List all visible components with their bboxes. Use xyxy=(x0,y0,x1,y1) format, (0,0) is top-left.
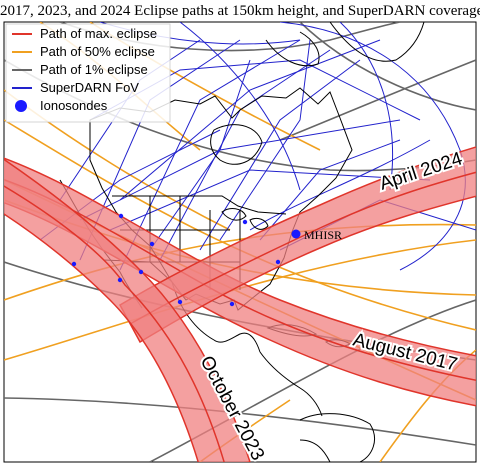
band-april-2024 xyxy=(118,146,476,344)
central-america xyxy=(259,351,323,417)
great-lakes xyxy=(221,208,269,230)
legend-label: Path of 1% eclipse xyxy=(40,62,148,77)
legend-item: SuperDARN FoV xyxy=(12,80,139,95)
hudson-bay xyxy=(210,124,263,165)
legend-item: Ionosondes xyxy=(15,98,108,113)
station-label-mhisr: MHISR xyxy=(304,228,342,242)
superdarn-fov xyxy=(249,139,431,231)
ionosonde-mhisr xyxy=(291,229,301,239)
superdarn-fov xyxy=(149,59,251,251)
ionosonde xyxy=(177,299,183,305)
fifty-pct-line xyxy=(4,119,476,331)
ionosonde xyxy=(117,277,123,283)
ionosonde xyxy=(118,213,124,219)
legend: Path of max. eclipse Path of 50% eclipse P… xyxy=(5,23,171,123)
superdarn-fov xyxy=(199,59,361,251)
band-october-2023 xyxy=(4,158,251,462)
baffin-coast xyxy=(265,31,320,67)
legend-item: Path of 1% eclipse xyxy=(12,62,148,77)
superdarn-fov xyxy=(119,39,301,271)
max-eclipse-bands xyxy=(4,146,476,462)
us-canada-border xyxy=(112,195,287,215)
legend-box xyxy=(5,23,171,123)
superdarn-fov xyxy=(279,22,466,271)
legend-label: SuperDARN FoV xyxy=(40,80,139,95)
superdarn-fov xyxy=(119,39,381,201)
state-lines xyxy=(120,196,241,290)
one-pct-line xyxy=(279,59,476,141)
band-august-2017 xyxy=(4,157,476,407)
south-america-coast xyxy=(299,413,375,462)
one-pct-line xyxy=(4,397,476,446)
legend-label: Ionosondes xyxy=(40,98,108,113)
superdarn-fov xyxy=(219,39,311,241)
legend-item: Path of 50% eclipse xyxy=(12,44,155,59)
legend-swatch-dot xyxy=(15,100,27,112)
superdarn-fov xyxy=(179,22,301,191)
map-content xyxy=(4,22,476,462)
ionosonde xyxy=(229,301,235,307)
mexico-coast xyxy=(171,281,261,353)
legend-label: Path of max. eclipse xyxy=(40,26,157,41)
one-pct-line xyxy=(299,22,476,111)
legend-label: Path of 50% eclipse xyxy=(40,44,155,59)
ionosonde-markers xyxy=(71,213,301,307)
ionosonde xyxy=(138,269,144,275)
centerline-april-2024 xyxy=(129,171,476,325)
superdarn-fov xyxy=(259,139,401,241)
greenland-coast xyxy=(329,22,425,62)
superdarn-fov xyxy=(339,22,393,191)
ionosonde xyxy=(275,259,281,265)
legend-item: Path of max. eclipse xyxy=(12,26,157,41)
superdarn-fov-lines xyxy=(39,22,476,271)
ionosonde xyxy=(242,219,248,225)
superdarn-fov xyxy=(109,169,431,231)
map-title: 2017, 2023, and 2024 Eclipse paths at 15… xyxy=(0,3,480,19)
centerline-october-2023 xyxy=(4,185,225,462)
ionosonde xyxy=(149,241,155,247)
ionosonde xyxy=(71,261,77,267)
